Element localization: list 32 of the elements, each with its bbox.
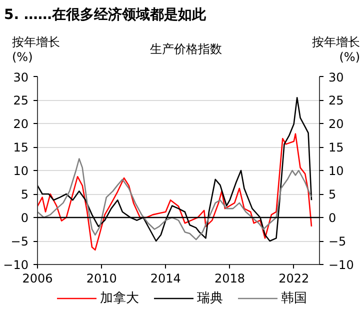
legend-label: 瑞典 (197, 290, 223, 307)
y-tick-label: −5 (10, 234, 29, 248)
y-tick-label: 0 (20, 211, 29, 225)
y-tick-label: 20 (13, 117, 29, 131)
line-series (38, 158, 312, 240)
y2-tick-label: 0 (328, 211, 336, 225)
y2-tick-label: 10 (328, 164, 344, 178)
x-tick-label: 2006 (22, 272, 53, 286)
y-tick-label: 25 (13, 94, 29, 108)
chart-title: 5. ……在很多经济领域都是如此 (4, 6, 206, 25)
legend-label: 韩国 (281, 290, 307, 307)
y2-tick-label: 15 (328, 140, 344, 154)
y2-tick-label: −10 (328, 258, 354, 272)
y2-tick-label: 30 (328, 70, 344, 84)
y-tick-label: 15 (13, 140, 29, 154)
x-tick-label: 2022 (278, 272, 310, 286)
y2-axis-title: 按年增长 (%) (311, 35, 360, 65)
y2-tick-label: 20 (328, 117, 344, 131)
y2-tick-label: 5 (328, 188, 336, 202)
chart-subtitle: 生产价格指数 (150, 41, 222, 58)
x-tick-label: 2014 (150, 272, 181, 286)
y-tick-label: −10 (3, 258, 29, 272)
y2-tick-label: −5 (328, 234, 346, 248)
x-tick-label: 2010 (86, 272, 117, 286)
y-axis-title: 按年增长 (%) (12, 35, 61, 65)
y-tick-label: 30 (13, 70, 29, 84)
y-tick-label: 10 (13, 164, 29, 178)
legend-label: 加拿大 (100, 290, 139, 307)
y-tick-label: 5 (20, 188, 29, 202)
line-series (38, 133, 312, 251)
x-tick-label: 2018 (214, 272, 246, 286)
y2-tick-label: 25 (328, 94, 344, 108)
